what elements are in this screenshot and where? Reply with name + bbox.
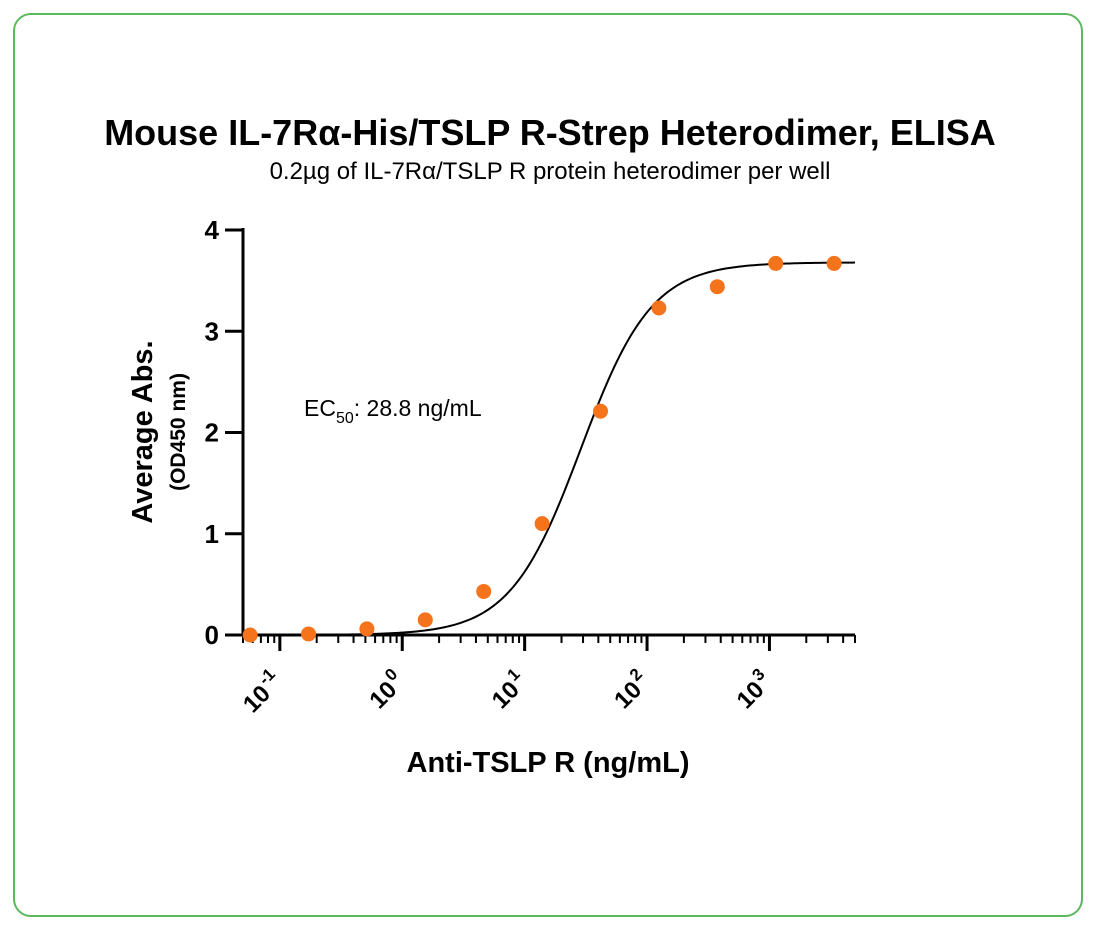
x-tick-label: 101 (483, 665, 533, 715)
data-point (359, 621, 375, 637)
data-point (651, 300, 667, 316)
chart-title: Mouse IL-7Rα-His/TSLP R-Strep Heterodime… (104, 112, 996, 153)
data-point (768, 255, 784, 271)
y-tick-label: 2 (205, 418, 219, 448)
x-tick-label: 100 (361, 665, 411, 715)
y-axis-sublabel: (OD450 nm) (167, 373, 190, 491)
x-tick-label: 10-1 (234, 665, 288, 719)
y-tick-label: 4 (205, 215, 220, 245)
y-tick-label: 1 (205, 519, 219, 549)
x-tick-label: 103 (728, 665, 778, 715)
data-point (417, 612, 433, 628)
data-point (826, 255, 842, 271)
data-point (476, 583, 492, 599)
x-axis-label: Anti-TSLP R (ng/mL) (407, 747, 690, 779)
y-tick-label: 0 (205, 620, 219, 650)
y-axis-label: Average Abs. (127, 340, 159, 523)
data-point (593, 403, 609, 419)
data-point (301, 626, 317, 642)
y-tick-label: 3 (205, 316, 219, 346)
chart-subtitle: 0.2µg of IL-7Rα/TSLP R protein heterodim… (269, 158, 831, 185)
data-point (709, 279, 725, 295)
data-point (242, 627, 258, 643)
x-tick-label: 102 (606, 665, 656, 715)
chart-frame (13, 13, 1083, 917)
ec50-annotation: EC50: 28.8 ng/mL (304, 395, 482, 427)
data-point (534, 516, 550, 532)
fit-curve (308, 261, 856, 636)
